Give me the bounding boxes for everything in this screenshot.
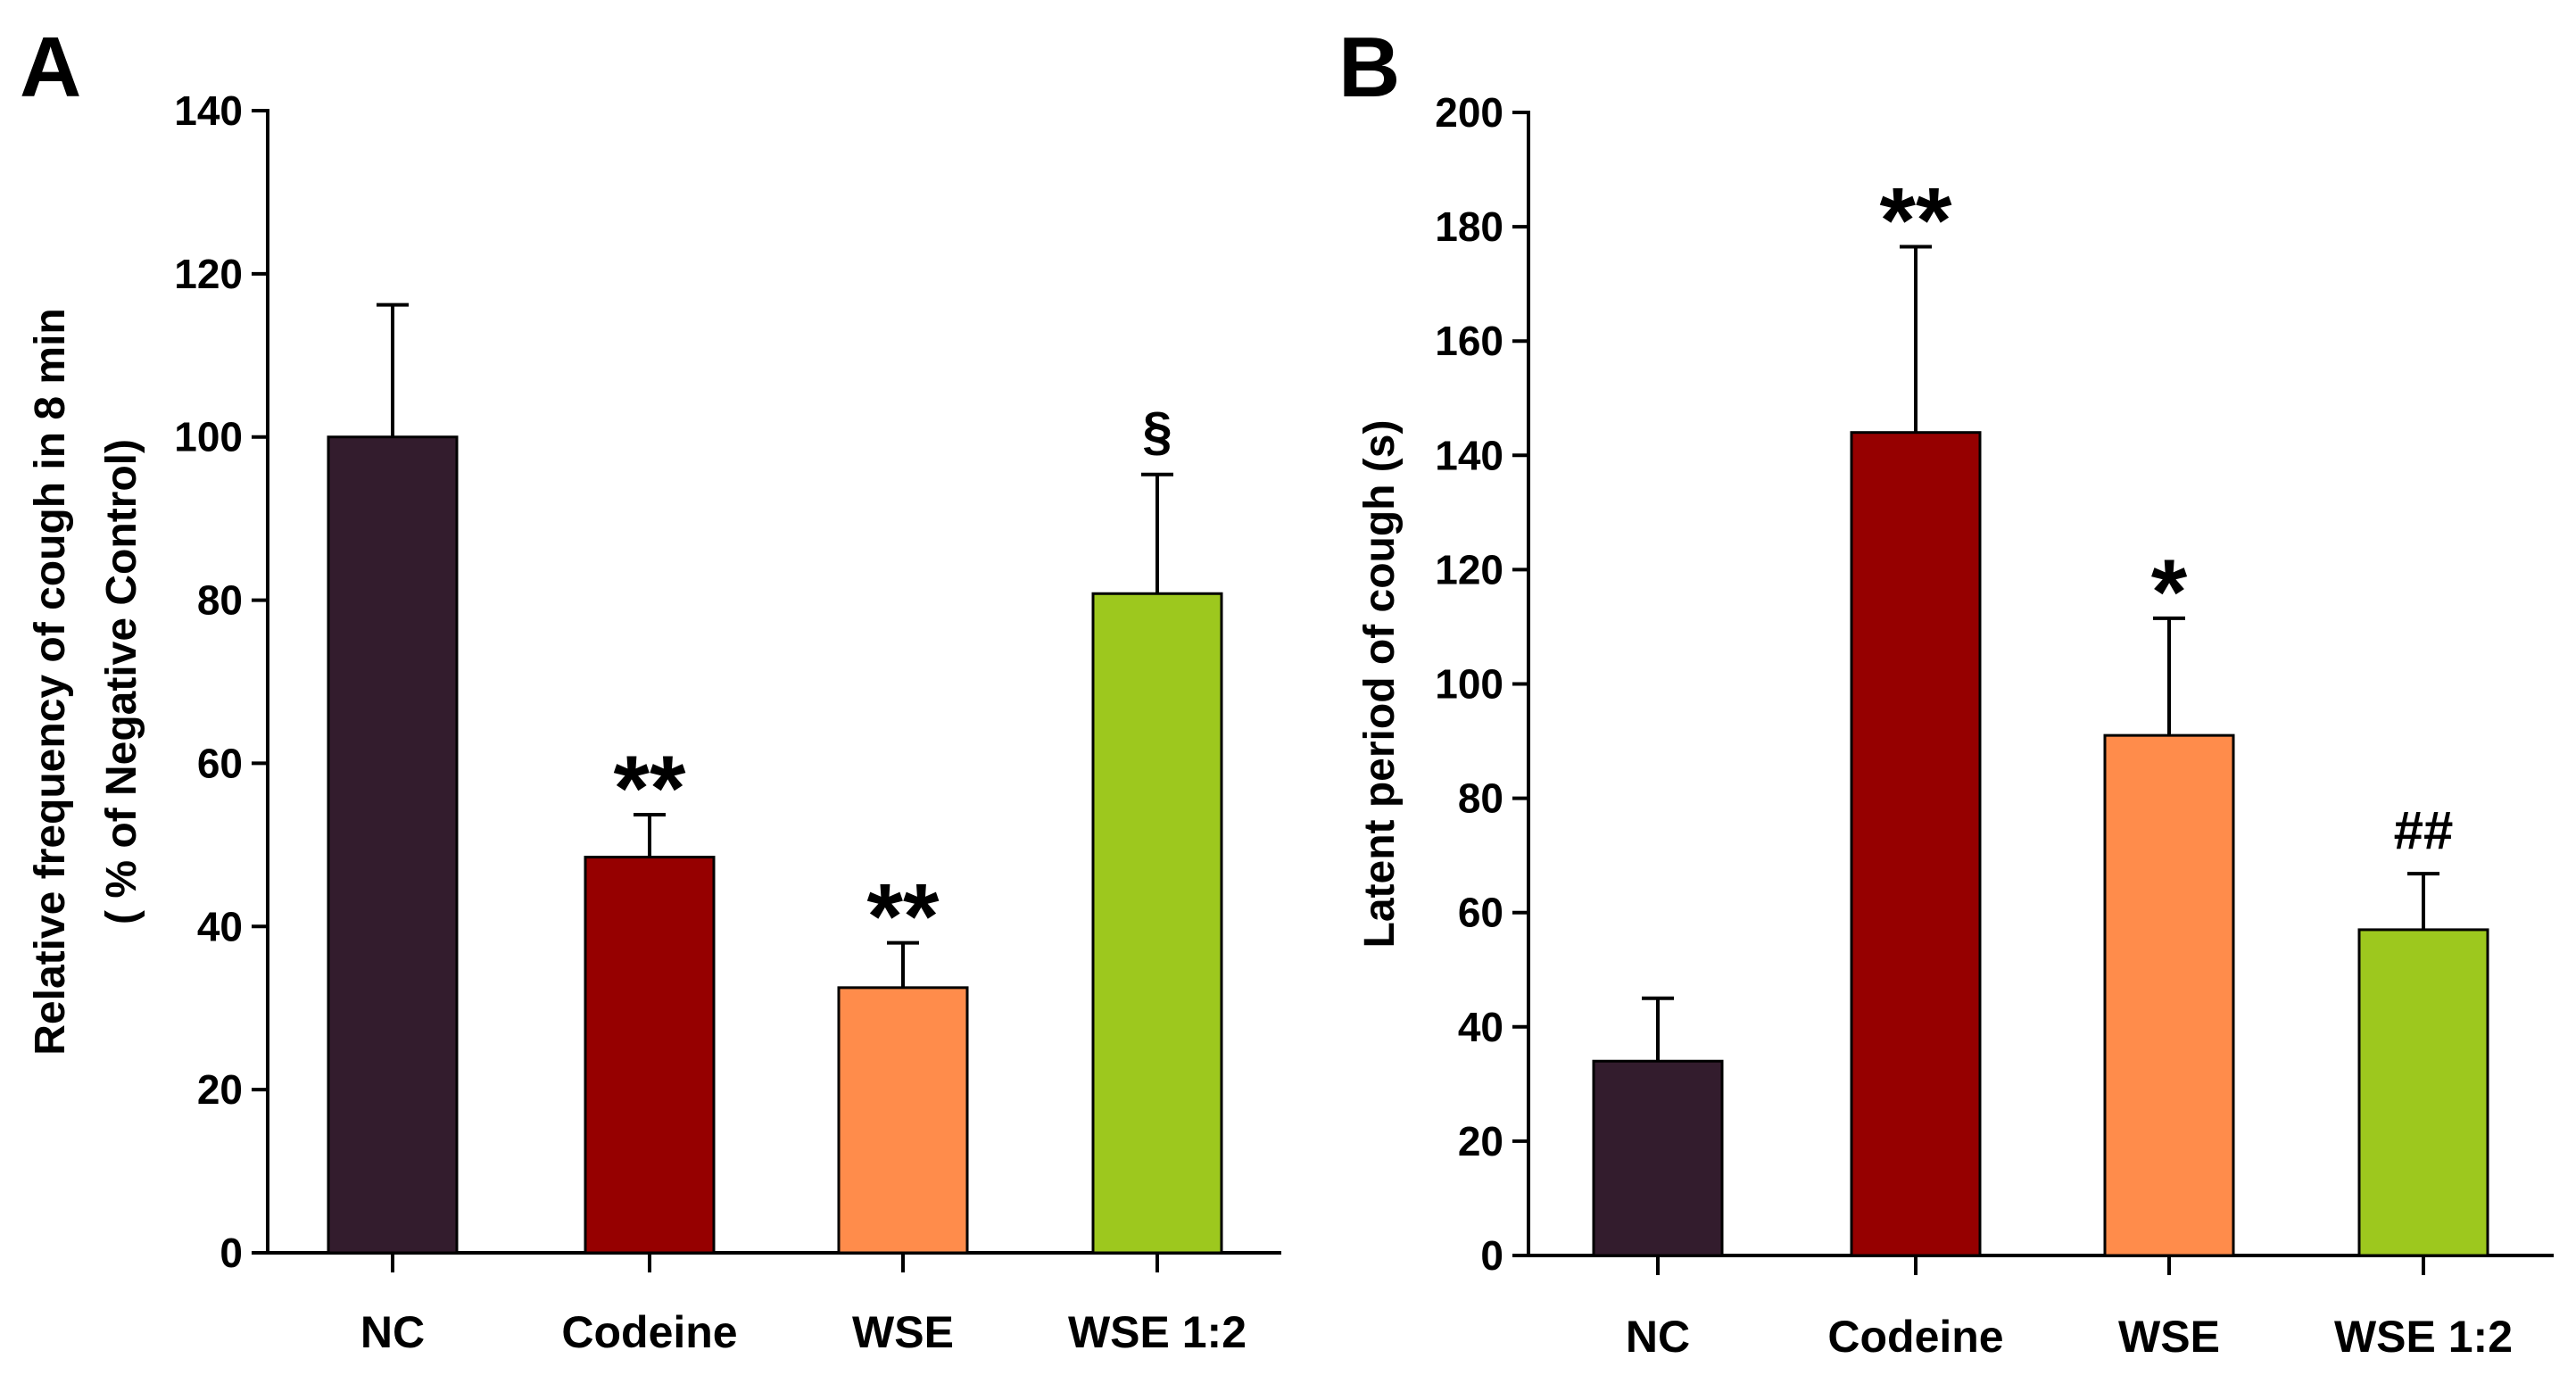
y-tick-label: 200: [1435, 89, 1503, 136]
significance-marker: **: [867, 866, 940, 969]
significance-marker: **: [614, 737, 686, 841]
panel-letter-a: A: [20, 20, 81, 115]
y-tick-label: 60: [197, 740, 243, 786]
y-axis-title: Latent period of cough (s): [1356, 420, 1404, 949]
significance-marker: §: [1142, 402, 1172, 461]
bar-nc: [327, 435, 459, 1255]
y-axis-subtitle: ( % of Negative Control): [98, 439, 145, 924]
y-tick-label: 160: [1435, 318, 1503, 364]
x-tick-label: WSE 1:2: [2334, 1312, 2513, 1362]
x-tick-label: WSE 1:2: [1068, 1307, 1247, 1357]
chart-panel-b: B Latent period of cough (s) 0 20 40 60 80 10…: [1338, 20, 2554, 1362]
y-tick-label: 140: [174, 87, 243, 134]
bar-wse-1-2: [2357, 928, 2489, 1257]
y-tick-label: 0: [1480, 1232, 1503, 1279]
chart-panel-a: A Relative frequency of cough in 8 min (…: [20, 20, 1281, 1357]
y-tick-label: 0: [219, 1230, 243, 1276]
y-tick-label: 40: [197, 903, 243, 949]
y-tick-label: 20: [197, 1066, 243, 1113]
y-tick-label: 60: [1458, 890, 1503, 936]
y-tick-label: 100: [1435, 661, 1503, 708]
y-tick-label: 80: [1458, 775, 1503, 822]
x-tick-label: NC: [360, 1307, 425, 1357]
bar-codeine: [1850, 431, 1982, 1257]
panel-letter-b: B: [1338, 20, 1400, 115]
bar-wse: [2103, 733, 2235, 1257]
x-tick-label: Codeine: [1827, 1312, 2003, 1362]
y-tick-label: 140: [1435, 432, 1503, 478]
x-tick-label: WSE: [2118, 1312, 2220, 1362]
y-tick-label: 180: [1435, 203, 1503, 250]
y-tick-label: 40: [1458, 1004, 1503, 1050]
bar-nc: [1592, 1059, 1724, 1257]
y-tick-label: 120: [174, 251, 243, 297]
x-tick-label: Codeine: [561, 1307, 737, 1357]
y-tick-label: 80: [197, 577, 243, 624]
bar-codeine: [584, 856, 716, 1255]
significance-marker: **: [1880, 170, 1952, 273]
x-tick-label: WSE: [852, 1307, 954, 1357]
bar-wse: [837, 986, 969, 1255]
y-tick-label: 120: [1435, 546, 1503, 592]
x-tick-label: NC: [1626, 1312, 1690, 1362]
y-tick-label: 20: [1458, 1118, 1503, 1164]
significance-marker: *: [2151, 541, 2188, 644]
significance-marker: ##: [2394, 800, 2454, 860]
y-tick-label: 100: [174, 414, 243, 460]
y-axis-title: Relative frequency of cough in 8 min: [27, 308, 74, 1056]
bar-wse-1-2: [1091, 592, 1223, 1255]
